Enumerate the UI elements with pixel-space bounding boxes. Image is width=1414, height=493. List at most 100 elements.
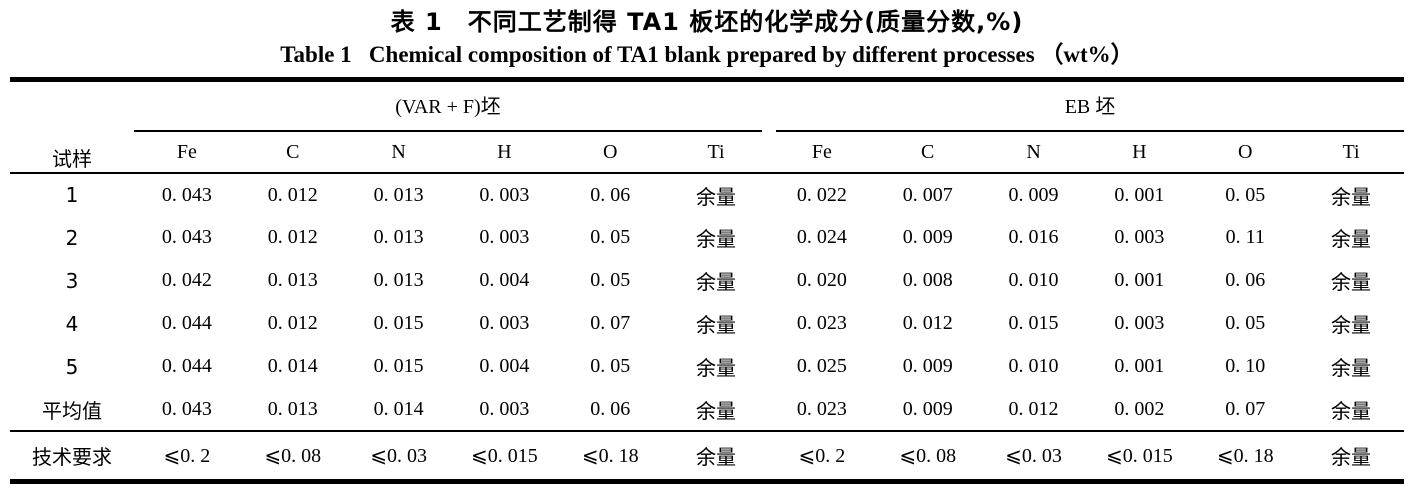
col-header-eb-c: C <box>921 140 935 163</box>
table-cell: 0. 013 <box>373 269 424 291</box>
table-cell: 余量 <box>696 186 737 209</box>
col-header-var-f-c: C <box>286 140 300 163</box>
element-header-row: Fe C N H O Ti Fe C N H O Ti <box>10 132 1404 173</box>
table-cell: 0. 003 <box>479 226 530 248</box>
table-cell: 0. 015 <box>373 312 424 334</box>
table-cell: 0. 025 <box>796 355 847 377</box>
table-cell: 0. 010 <box>1008 355 1059 377</box>
row-label: 1 <box>65 183 79 207</box>
table-cell: 0. 003 <box>1114 312 1165 334</box>
table-row: 5 0. 044 0. 014 0. 015 0. 004 0. 05 余量 0. 025 0.… <box>10 345 1404 388</box>
table-cell: 0. 001 <box>1114 269 1165 291</box>
col-header-eb-ti: Ti <box>1342 140 1360 163</box>
table-cell: ⩽0. 015 <box>1105 444 1173 467</box>
table-cell: 0. 013 <box>267 397 318 420</box>
col-header-eb-n: N <box>1026 140 1041 163</box>
table-cell: 0. 043 <box>161 183 212 206</box>
table-cell: 0. 044 <box>161 355 212 377</box>
table-row: 平均值 0. 043 0. 013 0. 014 0. 003 0. 06 余量 0. 023… <box>10 388 1404 431</box>
group-header-var-f-label: (VAR + F)坯 <box>134 90 762 132</box>
group-header-row: 试样 (VAR + F)坯 EB 坯 <box>10 80 1404 171</box>
table-cell: 0. 023 <box>796 397 847 420</box>
table-cell: 0. 001 <box>1114 355 1165 377</box>
col-header-var-f-fe: Fe <box>176 140 197 163</box>
table-cell: 0. 003 <box>479 183 530 206</box>
table-cell: 0. 009 <box>902 397 953 420</box>
table-cell: 0. 023 <box>796 312 847 334</box>
table-cell: 余量 <box>1331 272 1372 294</box>
table-cell: 0. 008 <box>902 269 953 291</box>
table-cell: 0. 044 <box>161 312 212 334</box>
table-cell: 0. 05 <box>590 355 631 377</box>
table-cell: 0. 11 <box>1225 226 1265 248</box>
table-cell: 余量 <box>696 315 737 337</box>
col-header-eb-fe: Fe <box>811 140 832 163</box>
table-cell: 余量 <box>1331 229 1372 251</box>
row-label: 2 <box>65 225 79 250</box>
table-cell: 0. 002 <box>1114 397 1165 420</box>
table-cell: 0. 10 <box>1225 355 1266 377</box>
table-cell: ⩽0. 18 <box>1216 444 1274 467</box>
col-header-var-f-o: O <box>603 140 618 163</box>
table-cell: ⩽0. 2 <box>163 444 211 467</box>
table-cell: ⩽0. 18 <box>581 444 639 467</box>
table-cell: 0. 012 <box>267 312 318 334</box>
table-row: 1 0. 043 0. 012 0. 013 0. 003 0. 06 余量 0. 022 0.… <box>10 173 1404 216</box>
table-cell: 0. 012 <box>1008 397 1059 420</box>
col-header-var-f-n: N <box>391 140 406 163</box>
table-cell: 0. 013 <box>267 269 318 291</box>
table-cell: 0. 016 <box>1008 226 1059 248</box>
table-cell: 0. 05 <box>1225 183 1266 206</box>
table-cell: 0. 022 <box>796 183 847 206</box>
table-cell: 0. 07 <box>1225 397 1266 420</box>
table-row: 技术要求 ⩽0. 2 ⩽0. 08 ⩽0. 03 ⩽0. 015 ⩽0. 18 余量 ⩽0. … <box>10 431 1404 481</box>
table-cell: 0. 07 <box>590 312 631 334</box>
group-header-cell-eb: EB 坯 <box>769 80 1404 132</box>
table-row: 4 0. 044 0. 012 0. 015 0. 003 0. 07 余量 0. 023 0.… <box>10 302 1404 345</box>
table-cell: 0. 05 <box>1225 312 1266 334</box>
table-cell: 0. 06 <box>590 183 631 206</box>
table-cell: 余量 <box>1331 358 1372 380</box>
table-cell: 余量 <box>1331 400 1372 423</box>
table-cell: 0. 003 <box>1114 226 1165 248</box>
table-cell: 0. 043 <box>161 397 212 420</box>
table-cell: 余量 <box>696 358 737 380</box>
table-cell: ⩽0. 03 <box>1005 444 1062 467</box>
table-cell: 0. 009 <box>1008 183 1059 206</box>
table-cell: 0. 014 <box>373 397 424 420</box>
composition-table: 试样 (VAR + F)坯 EB 坯 Fe C N H O Ti Fe C N H O Ti 1 0. … <box>10 77 1404 484</box>
table-cell: 0. 003 <box>479 312 530 334</box>
table-cell: 0. 009 <box>902 355 953 377</box>
table-cell: 余量 <box>1331 186 1372 209</box>
table-cell: 0. 007 <box>902 183 953 206</box>
table-row: 2 0. 043 0. 012 0. 013 0. 003 0. 05 余量 0. 024 0.… <box>10 216 1404 259</box>
table-cell: 0. 014 <box>267 355 318 377</box>
table-cell: 0. 013 <box>373 183 424 206</box>
table-cell: ⩽0. 015 <box>471 444 538 467</box>
table-title-zh: 表 1 不同工艺制得 TA1 板坯的化学成分(质量分数,%) <box>390 8 1024 36</box>
table-cell: 余量 <box>696 272 737 294</box>
table-cell: 0. 012 <box>267 226 318 248</box>
table-cell: 0. 043 <box>161 226 212 248</box>
table-row: 3 0. 042 0. 013 0. 013 0. 004 0. 05 余量 0. 020 0.… <box>10 259 1404 302</box>
table-cell: 0. 001 <box>1114 183 1165 206</box>
table-cell: ⩽0. 03 <box>370 444 427 467</box>
col-header-eb-o: O <box>1237 140 1253 163</box>
table-cell: 0. 012 <box>267 183 318 206</box>
row-label: 平均值 <box>42 398 102 423</box>
table-cell: 0. 020 <box>796 269 847 291</box>
table-cell: 0. 013 <box>373 226 424 248</box>
table-cell: 余量 <box>1331 446 1372 469</box>
table-cell: 余量 <box>696 400 737 423</box>
col-header-eb-h: H <box>1132 140 1147 163</box>
table-cell: 0. 042 <box>161 269 212 291</box>
table-cell: 0. 010 <box>1008 269 1059 291</box>
table-cell: 余量 <box>696 229 737 251</box>
col-header-var-f-h: H <box>497 140 512 163</box>
table-cell: 0. 024 <box>796 226 847 248</box>
table-cell: 0. 06 <box>590 397 631 420</box>
table-cell: 0. 05 <box>590 226 631 248</box>
table-cell: 0. 009 <box>902 226 953 248</box>
table-cell: 0. 05 <box>590 269 631 291</box>
